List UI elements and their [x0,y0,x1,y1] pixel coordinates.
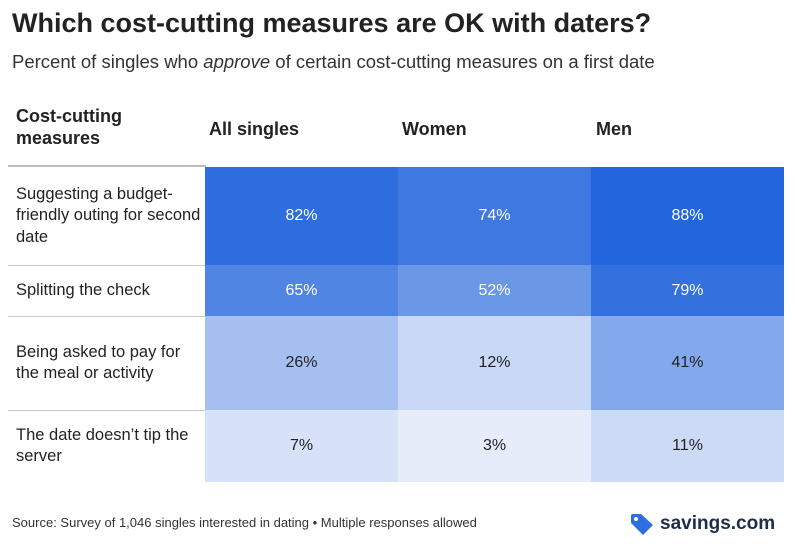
heatmap-cell: 79% [591,265,784,316]
heatmap-cell: 82% [205,167,398,265]
subtitle-emphasis: approve [203,51,271,72]
column-header-men: Men [596,119,632,139]
header-divider [8,165,206,167]
heatmap-cell: 11% [591,410,784,482]
row-label: The date doesn’t tip the server [16,425,189,466]
row-label: Suggesting a budget-friendly outing for … [16,184,201,246]
heatmap-cell: 26% [205,316,398,410]
heatmap-cell: 52% [398,265,591,316]
heatmap-table: Cost-cutting measures All singles Women … [8,100,784,482]
heatmap-cell: 12% [398,316,591,410]
chart-title: Which cost-cutting measures are OK with … [12,8,652,38]
subtitle-end: of certain cost-cutting measures on a fi… [270,51,655,72]
heatmap-cell: 7% [205,410,398,482]
row-divider [8,265,206,266]
row-divider [8,316,206,317]
row-label: Being asked to pay for the meal or activ… [16,342,181,383]
tag-icon [631,514,653,535]
heatmap-cell: 88% [591,167,784,265]
row-divider [8,410,206,411]
row-label: Splitting the check [16,280,150,299]
heatmap-cell: 65% [205,265,398,316]
chart-subtitle: Percent of singles who approve of certai… [12,51,655,73]
brand-logo: savings.com [629,512,775,536]
subtitle-start: Percent of singles who [12,51,204,72]
source-note: Source: Survey of 1,046 singles interest… [12,515,477,530]
column-header-all-singles: All singles [209,119,300,139]
column-header-measures: Cost-cutting measures [16,106,122,148]
brand-name: savings.com [660,513,776,534]
heatmap-cell: 3% [398,410,591,482]
column-header-women: Women [402,119,467,139]
heatmap-cell: 41% [591,316,784,410]
heatmap-cell: 74% [398,167,591,265]
